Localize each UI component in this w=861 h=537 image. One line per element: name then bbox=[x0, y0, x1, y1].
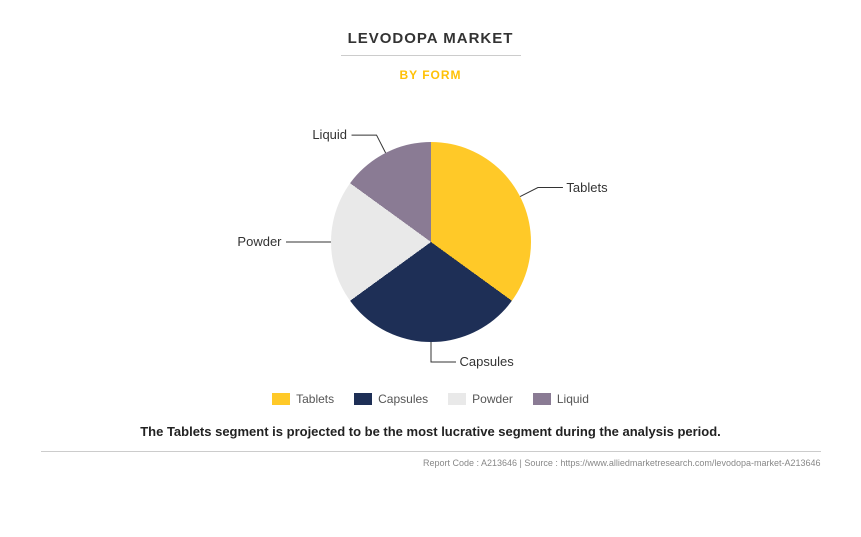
legend: Tablets Capsules Powder Liquid bbox=[272, 392, 589, 406]
slice-label: Powder bbox=[237, 234, 281, 249]
legend-label: Capsules bbox=[378, 392, 428, 406]
chart-subtitle: BY FORM bbox=[399, 68, 461, 82]
pie-chart-area: Tablets Capsules Powder Liquid bbox=[181, 102, 681, 382]
legend-swatch bbox=[272, 393, 290, 405]
chart-caption: The Tablets segment is projected to be t… bbox=[140, 424, 721, 439]
legend-item: Capsules bbox=[354, 392, 428, 406]
footer-text: Report Code : A213646 | Source : https:/… bbox=[41, 458, 821, 468]
legend-label: Tablets bbox=[296, 392, 334, 406]
legend-label: Liquid bbox=[557, 392, 589, 406]
pie-chart bbox=[331, 142, 531, 342]
legend-item: Powder bbox=[448, 392, 513, 406]
legend-label: Powder bbox=[472, 392, 513, 406]
chart-title: LEVODOPA MARKET bbox=[348, 30, 514, 47]
legend-swatch bbox=[354, 393, 372, 405]
slice-label: Liquid bbox=[312, 127, 347, 142]
title-divider bbox=[341, 55, 521, 56]
footer-divider bbox=[41, 451, 821, 452]
chart-container: LEVODOPA MARKET BY FORM Tablets Capsules P… bbox=[0, 0, 861, 537]
slice-label: Capsules bbox=[460, 354, 514, 369]
slice-label: Tablets bbox=[566, 180, 607, 195]
legend-swatch bbox=[533, 393, 551, 405]
legend-item: Liquid bbox=[533, 392, 589, 406]
legend-item: Tablets bbox=[272, 392, 334, 406]
legend-swatch bbox=[448, 393, 466, 405]
